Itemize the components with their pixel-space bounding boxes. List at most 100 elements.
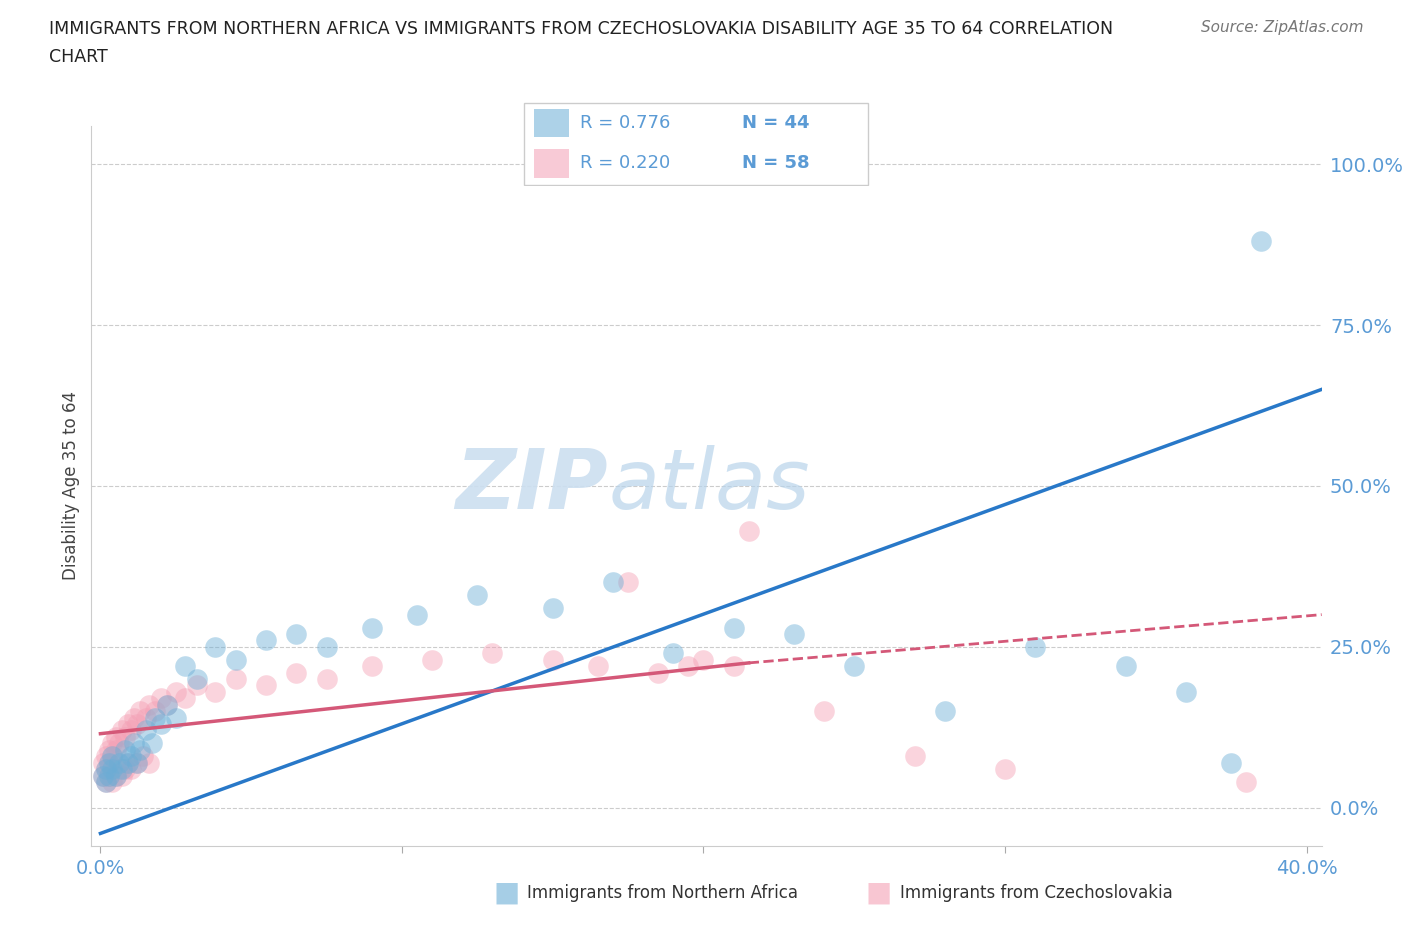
- Point: [225, 652, 247, 667]
- Point: [120, 762, 142, 777]
- Point: [783, 627, 806, 642]
- Point: [122, 736, 145, 751]
- Point: [143, 711, 166, 725]
- Point: [98, 755, 121, 770]
- Point: [254, 678, 277, 693]
- Point: [723, 658, 745, 673]
- Point: [98, 755, 121, 770]
- Point: [738, 524, 761, 538]
- Point: [723, 620, 745, 635]
- Point: [173, 658, 195, 673]
- Point: [117, 755, 139, 770]
- Point: [186, 678, 208, 693]
- Point: [844, 658, 866, 673]
- Point: [165, 684, 187, 699]
- FancyBboxPatch shape: [534, 109, 569, 138]
- Text: atlas: atlas: [607, 445, 810, 526]
- FancyBboxPatch shape: [534, 149, 569, 178]
- Point: [98, 768, 121, 783]
- Text: ■: ■: [494, 879, 519, 907]
- Point: [1115, 658, 1137, 673]
- Point: [254, 633, 277, 648]
- Point: [101, 762, 124, 777]
- Point: [481, 645, 503, 660]
- Point: [107, 755, 129, 770]
- Point: [128, 742, 150, 757]
- Point: [117, 755, 139, 770]
- Point: [104, 768, 127, 783]
- Point: [96, 749, 118, 764]
- Text: Source: ZipAtlas.com: Source: ZipAtlas.com: [1201, 20, 1364, 35]
- Text: ZIP: ZIP: [456, 445, 607, 526]
- Point: [114, 762, 136, 777]
- Point: [117, 717, 139, 732]
- Point: [135, 711, 157, 725]
- Text: R = 0.220: R = 0.220: [581, 153, 671, 171]
- Point: [541, 652, 564, 667]
- Point: [120, 749, 142, 764]
- Point: [93, 755, 115, 770]
- Point: [156, 698, 179, 712]
- Point: [138, 755, 160, 770]
- Point: [110, 768, 132, 783]
- Point: [104, 742, 127, 757]
- Point: [204, 639, 226, 654]
- Point: [107, 762, 129, 777]
- Point: [285, 627, 308, 642]
- Y-axis label: Disability Age 35 to 64: Disability Age 35 to 64: [62, 392, 80, 580]
- Point: [138, 698, 160, 712]
- Point: [110, 762, 132, 777]
- Point: [617, 575, 640, 590]
- Point: [204, 684, 226, 699]
- Point: [149, 691, 172, 706]
- Point: [101, 775, 124, 790]
- Point: [647, 665, 669, 680]
- Point: [98, 742, 121, 757]
- Point: [1234, 775, 1257, 790]
- Point: [225, 671, 247, 686]
- Point: [104, 729, 127, 744]
- Point: [104, 768, 127, 783]
- Point: [1024, 639, 1046, 654]
- Point: [994, 762, 1017, 777]
- FancyBboxPatch shape: [524, 103, 869, 185]
- Point: [173, 691, 195, 706]
- Point: [1174, 684, 1197, 699]
- Point: [315, 639, 337, 654]
- Text: N = 44: N = 44: [742, 114, 810, 132]
- Point: [114, 729, 136, 744]
- Point: [101, 749, 124, 764]
- Point: [360, 620, 382, 635]
- Point: [107, 736, 129, 751]
- Point: [934, 704, 956, 719]
- Point: [149, 717, 172, 732]
- Point: [135, 723, 157, 737]
- Text: IMMIGRANTS FROM NORTHERN AFRICA VS IMMIGRANTS FROM CZECHOSLOVAKIA DISABILITY AGE: IMMIGRANTS FROM NORTHERN AFRICA VS IMMIG…: [49, 20, 1114, 38]
- Point: [662, 645, 685, 660]
- Point: [122, 711, 145, 725]
- Point: [586, 658, 609, 673]
- Point: [120, 723, 142, 737]
- Point: [360, 658, 382, 673]
- Text: Immigrants from Northern Africa: Immigrants from Northern Africa: [527, 884, 799, 902]
- Text: ■: ■: [866, 879, 891, 907]
- Text: R = 0.776: R = 0.776: [581, 114, 671, 132]
- Point: [96, 762, 118, 777]
- Point: [541, 601, 564, 616]
- Text: N = 58: N = 58: [742, 153, 810, 171]
- Point: [143, 704, 166, 719]
- Point: [96, 775, 118, 790]
- Point: [406, 607, 429, 622]
- Point: [93, 768, 115, 783]
- Point: [285, 665, 308, 680]
- Point: [125, 755, 148, 770]
- Point: [96, 775, 118, 790]
- Text: CHART: CHART: [49, 48, 108, 66]
- Point: [1250, 234, 1272, 249]
- Point: [165, 711, 187, 725]
- Text: Immigrants from Czechoslovakia: Immigrants from Czechoslovakia: [900, 884, 1173, 902]
- Point: [1220, 755, 1243, 770]
- Point: [156, 698, 179, 712]
- Point: [125, 755, 148, 770]
- Point: [315, 671, 337, 686]
